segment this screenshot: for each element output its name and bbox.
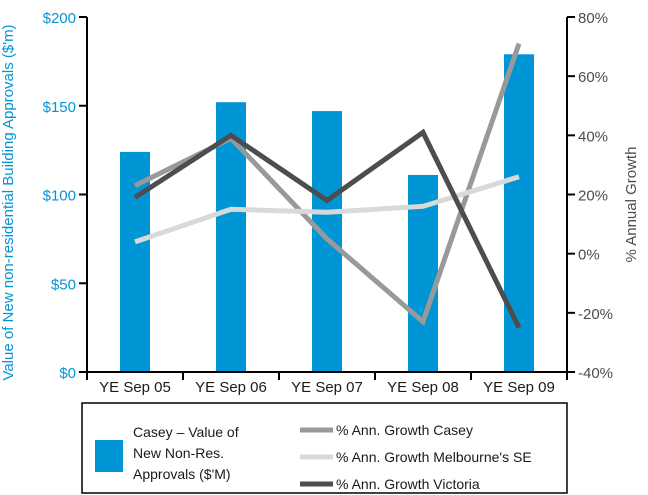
legend-box — [81, 402, 568, 494]
y-axis-right-title: % Annual Growth — [623, 147, 640, 263]
legend-label-line: % Ann. Growth Melbourne's SE — [336, 449, 532, 465]
legend-label-bar: Casey – Value of — [133, 424, 239, 440]
legend: Casey – Value of New Non-Res. Approvals ($… — [81, 402, 568, 494]
y-left-tick-label: $100 — [43, 188, 76, 205]
x-tick-label: YE Sep 09 — [483, 379, 555, 396]
y-left-tick-label: $150 — [43, 99, 76, 116]
line-series-2 — [133, 128, 522, 329]
y-axis-left-title: Value of New non-residential Building Ap… — [0, 24, 17, 380]
legend-label-line: % Ann. Growth Victoria — [336, 476, 480, 492]
bar-ye-sep-09 — [504, 54, 534, 373]
y-left-tick-label: $0 — [59, 365, 76, 382]
y-left-tick-label: $50 — [51, 276, 76, 293]
y-left-tick-label: $200 — [43, 10, 76, 27]
x-tick-label: YE Sep 07 — [291, 379, 363, 396]
y-right-tick-label: 0% — [578, 247, 600, 264]
y-right-tick-label: 60% — [578, 69, 608, 86]
x-tick-label: YE Sep 06 — [195, 379, 267, 396]
y-right-tick-label: -40% — [578, 365, 613, 382]
axes-layer: $0 $50 $100 $150 $200 -40% -20% 0% 20% 40% 60% 80% Y… — [0, 10, 640, 396]
legend-label-bar: Approvals ($'M) — [133, 466, 231, 482]
y-right-tick-label: 40% — [578, 128, 608, 145]
x-tick-label: YE Sep 05 — [99, 379, 171, 396]
legend-swatch-bar — [95, 440, 123, 472]
y-right-tick-label: -20% — [578, 306, 613, 323]
y-right-tick-label: 80% — [578, 10, 608, 27]
lines-layer — [133, 42, 522, 329]
y-right-tick-label: 20% — [578, 188, 608, 205]
legend-label-bar: New Non-Res. — [133, 445, 224, 461]
x-tick-label: YE Sep 08 — [387, 379, 459, 396]
legend-label-line: % Ann. Growth Casey — [336, 422, 473, 438]
